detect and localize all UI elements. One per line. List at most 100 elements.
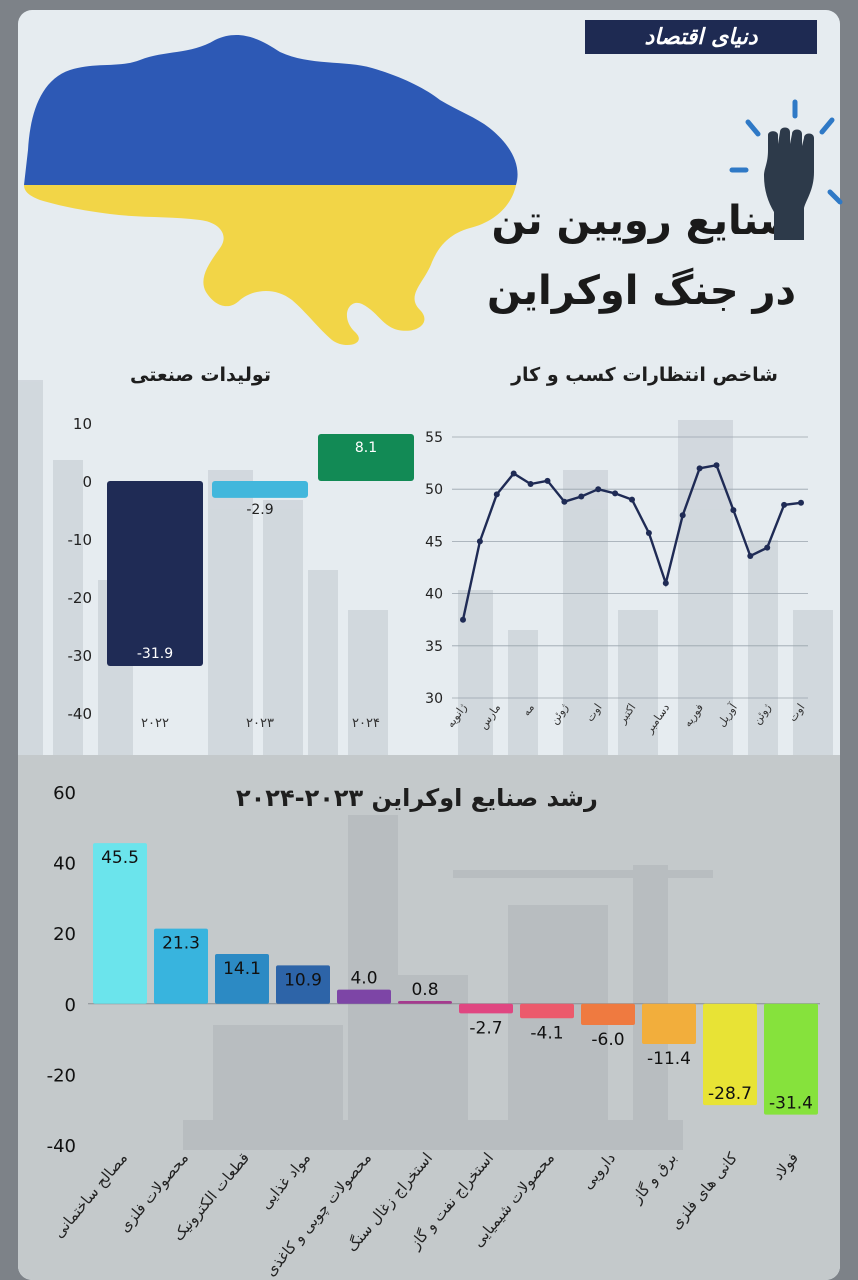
x-tick-label: آوریل (714, 700, 740, 729)
y-tick-label: 20 (53, 924, 76, 945)
business-expectations-title: شاخص انتظارات کسب و کار (511, 364, 778, 386)
x-tick-label: ۲۰۲۲ (141, 716, 169, 731)
x-tick-label: اوت (786, 701, 807, 724)
data-point (798, 499, 804, 506)
data-point (730, 507, 737, 514)
bar (212, 481, 308, 498)
x-tick-label: برق و گاز (627, 1149, 680, 1207)
bar (398, 1000, 452, 1004)
data-label: -4.1 (530, 1023, 563, 1043)
bar (703, 1003, 757, 1106)
x-tick-label: محصولات چوبی و کاغذی (261, 1149, 375, 1280)
y-tick-label: 60 (53, 783, 76, 804)
x-tick-label: ۲۰۲۴ (352, 716, 380, 731)
data-point (460, 616, 466, 623)
x-tick-label: دارویی (578, 1149, 619, 1193)
bar (215, 954, 269, 1004)
data-label: 10.9 (284, 970, 322, 990)
x-tick-label: مواد غذایی (257, 1149, 314, 1213)
y-tick-label: 35 (425, 639, 443, 655)
data-label: -11.4 (647, 1049, 691, 1069)
data-point (595, 486, 602, 493)
data-label: 4.0 (350, 969, 377, 989)
x-tick-label: ژوئن (548, 701, 571, 727)
data-label: 14.1 (223, 959, 261, 979)
data-point (629, 496, 635, 503)
data-point (510, 470, 517, 477)
data-point (527, 480, 534, 487)
y-tick-label: 0 (65, 995, 76, 1016)
data-label: -2.9 (246, 502, 273, 518)
data-label: 8.1 (355, 440, 377, 456)
bar (93, 843, 147, 1004)
data-point (696, 465, 703, 472)
y-tick-label: -40 (68, 705, 93, 723)
bar (337, 989, 391, 1004)
data-point (561, 498, 568, 505)
data-label: 21.3 (162, 934, 200, 954)
y-tick-label: -10 (68, 531, 93, 549)
raised-fist-icon (729, 99, 843, 240)
data-label: -28.7 (708, 1084, 752, 1104)
bar (318, 434, 414, 481)
x-tick-label: مارس (477, 701, 504, 731)
bar (107, 481, 203, 667)
x-tick-label: ژوئن (750, 701, 773, 727)
data-point (544, 477, 551, 484)
data-point (781, 501, 788, 508)
data-point (476, 538, 483, 545)
industrial-production-chart: 10 0 -10 -20 -30 -40 -31.9 ۲۰۲۲ -2.9 ۲۰۲۳ 8.1 ۲۰۲۴ (68, 415, 414, 731)
data-point (679, 512, 686, 519)
data-label: 0.8 (411, 980, 438, 1000)
city-skyline-background (18, 380, 833, 760)
data-label: -6.0 (591, 1030, 624, 1050)
data-point (578, 493, 585, 500)
x-tick-label: مه (520, 701, 537, 718)
data-point (662, 580, 669, 587)
bar (581, 1003, 635, 1025)
x-tick-label: اکتبر (615, 701, 638, 726)
bar (154, 928, 208, 1004)
data-label: 45.5 (101, 848, 139, 868)
y-tick-label: 0 (82, 473, 92, 491)
bar (520, 1003, 574, 1019)
y-tick-label: -30 (68, 647, 93, 665)
title-line-2: در جنگ اوکراین (487, 268, 796, 314)
y-tick-label: -20 (47, 1065, 76, 1086)
data-point (713, 462, 720, 469)
data-label: -2.7 (469, 1018, 502, 1038)
data-point (493, 491, 500, 498)
y-tick-label: 10 (73, 415, 92, 433)
bar (642, 1003, 696, 1045)
y-tick-label: 45 (425, 534, 443, 550)
data-point (645, 530, 652, 537)
y-tick-label: 55 (425, 430, 443, 446)
data-label: -31.4 (769, 1094, 813, 1114)
x-tick-label: ژانویه (444, 701, 470, 730)
industry-growth-title: رشد صنایع اوکراین ۲۰۲۳-۲۰۲۴ (236, 784, 598, 812)
x-tick-label: فوریه (681, 701, 706, 729)
x-tick-label: دسامبر (642, 701, 672, 736)
bar (764, 1003, 818, 1115)
y-tick-label: 50 (425, 482, 443, 498)
x-tick-label: فولاد (769, 1149, 802, 1184)
y-tick-label: 40 (53, 854, 76, 875)
y-tick-label: -20 (68, 589, 93, 607)
bar (276, 965, 330, 1004)
title-line-1: صنایع رویین تن (491, 198, 798, 244)
x-tick-label: اوت (583, 701, 604, 724)
data-point (612, 490, 619, 497)
series-line (461, 463, 802, 620)
data-point (747, 553, 754, 560)
ukraine-map (24, 35, 518, 346)
y-tick-label: 40 (425, 587, 443, 603)
y-tick-label: 30 (425, 691, 443, 707)
industrial-production-title: تولیدات صنعتی (130, 364, 271, 386)
data-label: -31.9 (137, 646, 173, 662)
y-tick-label: -40 (47, 1136, 76, 1157)
bar (459, 1003, 513, 1014)
